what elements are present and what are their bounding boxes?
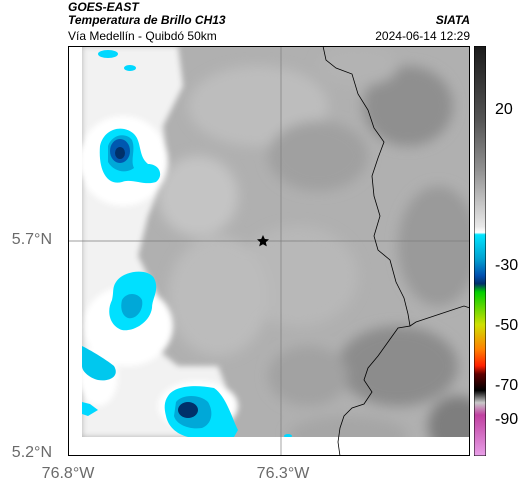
colorbar-tick-label: 20 <box>495 101 513 118</box>
satellite-title: GOES-EAST <box>68 0 139 14</box>
lon-tick-label: 76.8°W <box>41 465 95 482</box>
lat-tick-label: 5.7°N <box>11 231 52 248</box>
organization-label: SIATA <box>435 13 470 27</box>
boundary-line <box>322 46 411 456</box>
colorbar-tick-label: -30 <box>495 257 519 274</box>
boundary-line-branch <box>409 305 470 327</box>
lat-tick-label: 5.2°N <box>11 444 52 461</box>
product-title: Temperatura de Brillo CH13 <box>68 13 226 27</box>
colorbar-tick-label: -50 <box>495 317 519 334</box>
brightness-temperature-map[interactable] <box>68 46 470 456</box>
region-subtitle: Vía Medellín - Quibdó 50km <box>68 29 217 43</box>
timestamp-label: 2024-06-14 12:29 <box>375 29 470 43</box>
colorbar <box>474 46 486 456</box>
map-panel[interactable] <box>68 46 470 456</box>
colorbar-tick-label: -90 <box>495 411 519 428</box>
colorbar-tick-label: -70 <box>495 377 519 394</box>
lon-tick-label: 76.3°W <box>256 465 310 482</box>
star-icon <box>257 235 269 247</box>
